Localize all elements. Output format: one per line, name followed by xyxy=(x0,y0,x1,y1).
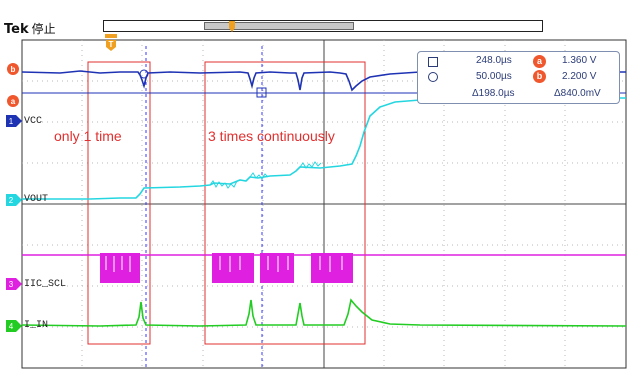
brand-label: Tek 停止 xyxy=(4,20,56,37)
cursor-a-circle-marker[interactable] xyxy=(139,69,149,79)
ch1-ground-marker[interactable]: 1 xyxy=(6,115,22,127)
cursor-a-letter: a xyxy=(11,97,16,106)
cursor-b-square-marker[interactable] xyxy=(256,87,267,98)
graticule-grid xyxy=(22,40,626,368)
cursor-a-badge-icon: a xyxy=(533,55,546,68)
annotation-three-label: 3 times continuously xyxy=(208,128,335,144)
ch2-marker-number: 2 xyxy=(9,196,14,205)
scope-status-bar: Tek 停止 xyxy=(0,0,630,37)
ch2-ground-marker[interactable]: 2 xyxy=(6,194,22,206)
ch3-iic-scl-trace xyxy=(22,253,626,283)
ch4-marker-number: 4 xyxy=(9,322,14,331)
ch3-marker-number: 3 xyxy=(9,280,14,289)
circle-cursor-icon xyxy=(428,72,438,82)
cursor-a-level-marker[interactable]: a xyxy=(6,95,22,107)
square-cursor-icon xyxy=(428,57,438,67)
ch2-vout-noise xyxy=(209,161,322,189)
readout-time-2: 50.00µs xyxy=(476,71,512,82)
ch4-ground-marker[interactable]: 4 xyxy=(6,320,22,332)
annotation-box-three xyxy=(204,61,366,345)
trigger-record-marker xyxy=(229,21,235,32)
ch1-marker-number: 1 xyxy=(9,117,14,126)
readout-time-1: 248.0µs xyxy=(476,55,512,66)
cursor-b-badge-icon: b xyxy=(533,70,546,83)
trigger-marker-letter: T xyxy=(109,40,114,49)
annotation-box-single xyxy=(87,61,151,345)
readout-voltage-2: 2.200 V xyxy=(562,71,597,82)
brand-name: Tek xyxy=(4,22,29,37)
acquisition-status: 停止 xyxy=(31,22,56,36)
cursor-b-letter: b xyxy=(11,65,16,74)
ch3-label: IIC_SCL xyxy=(24,279,67,290)
readout-voltage-1: 1.360 V xyxy=(562,55,597,66)
graticule-center-axes xyxy=(22,40,626,368)
ch4-i-in-trace xyxy=(21,298,627,327)
readout-delta-time: Δ198.0µs xyxy=(472,88,515,99)
ch4-label: I_IN xyxy=(24,320,49,331)
ch2-vout-trace xyxy=(22,97,626,200)
ch2-label: VOUT xyxy=(24,194,49,205)
readout-delta-voltage: Δ840.0mV xyxy=(554,88,601,99)
ch1-label: VCC xyxy=(24,116,43,127)
annotation-single-label: only 1 time xyxy=(54,128,122,144)
trigger-position-marker[interactable]: T xyxy=(104,34,118,52)
record-view-window xyxy=(204,22,354,30)
ch3-ground-marker[interactable]: 3 xyxy=(6,278,22,290)
cursor-b-level-marker[interactable]: b xyxy=(6,63,22,75)
cursor-readout-panel: 248.0µs a 1.360 V 50.00µs b 2.200 V Δ198… xyxy=(417,51,620,104)
